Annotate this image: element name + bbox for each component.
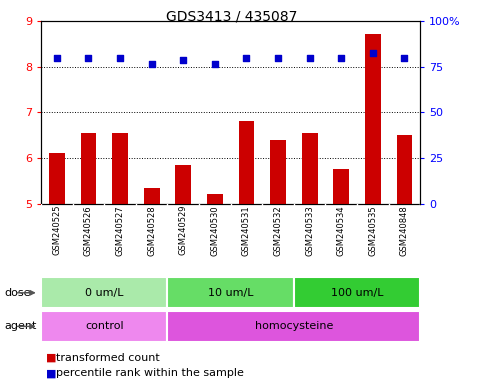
Text: 0 um/L: 0 um/L (85, 288, 124, 298)
Point (148, 61, 156, 68)
Point (116, 55, 124, 61)
Bar (302, 133, 317, 204)
Bar (397, 135, 412, 204)
Bar (239, 121, 255, 204)
Point (242, 55, 250, 61)
Text: ■: ■ (46, 368, 57, 378)
Text: 100 um/L: 100 um/L (331, 288, 384, 298)
Bar (41, 311, 168, 342)
Text: GSM240530: GSM240530 (210, 205, 219, 256)
Text: transformed count: transformed count (56, 353, 159, 363)
Bar (144, 187, 159, 204)
Text: GSM240531: GSM240531 (242, 205, 251, 256)
Bar (294, 277, 420, 308)
Text: GSM240535: GSM240535 (369, 205, 377, 256)
Text: GSM240527: GSM240527 (115, 205, 125, 256)
Text: homocysteine: homocysteine (255, 321, 333, 331)
Text: percentile rank within the sample: percentile rank within the sample (56, 368, 243, 378)
Text: GSM240529: GSM240529 (179, 205, 188, 255)
Text: GSM240525: GSM240525 (52, 205, 61, 255)
Point (400, 55, 408, 61)
Text: ■: ■ (46, 353, 57, 363)
Text: GSM240526: GSM240526 (84, 205, 93, 256)
Text: GSM240534: GSM240534 (337, 205, 346, 256)
Point (369, 50, 377, 56)
Text: agent: agent (5, 321, 37, 331)
Text: GSM240533: GSM240533 (305, 205, 314, 256)
Bar (207, 194, 223, 204)
Bar (49, 153, 65, 204)
Bar (168, 311, 420, 342)
Text: dose: dose (5, 288, 31, 298)
Point (306, 55, 313, 61)
Text: GSM240532: GSM240532 (273, 205, 283, 256)
Text: GSM240848: GSM240848 (400, 205, 409, 256)
Text: control: control (85, 321, 124, 331)
Point (53, 55, 61, 61)
Point (274, 55, 282, 61)
Point (337, 55, 345, 61)
Bar (41, 277, 168, 308)
Bar (365, 34, 381, 204)
Bar (333, 169, 349, 204)
Point (179, 57, 187, 63)
Bar (112, 133, 128, 204)
Point (211, 61, 219, 68)
Bar (270, 140, 286, 204)
Point (85, 55, 92, 61)
Bar (168, 277, 294, 308)
Text: GSM240528: GSM240528 (147, 205, 156, 256)
Text: GDS3413 / 435087: GDS3413 / 435087 (166, 10, 298, 23)
Text: 10 um/L: 10 um/L (208, 288, 254, 298)
Bar (175, 165, 191, 204)
Bar (81, 133, 96, 204)
